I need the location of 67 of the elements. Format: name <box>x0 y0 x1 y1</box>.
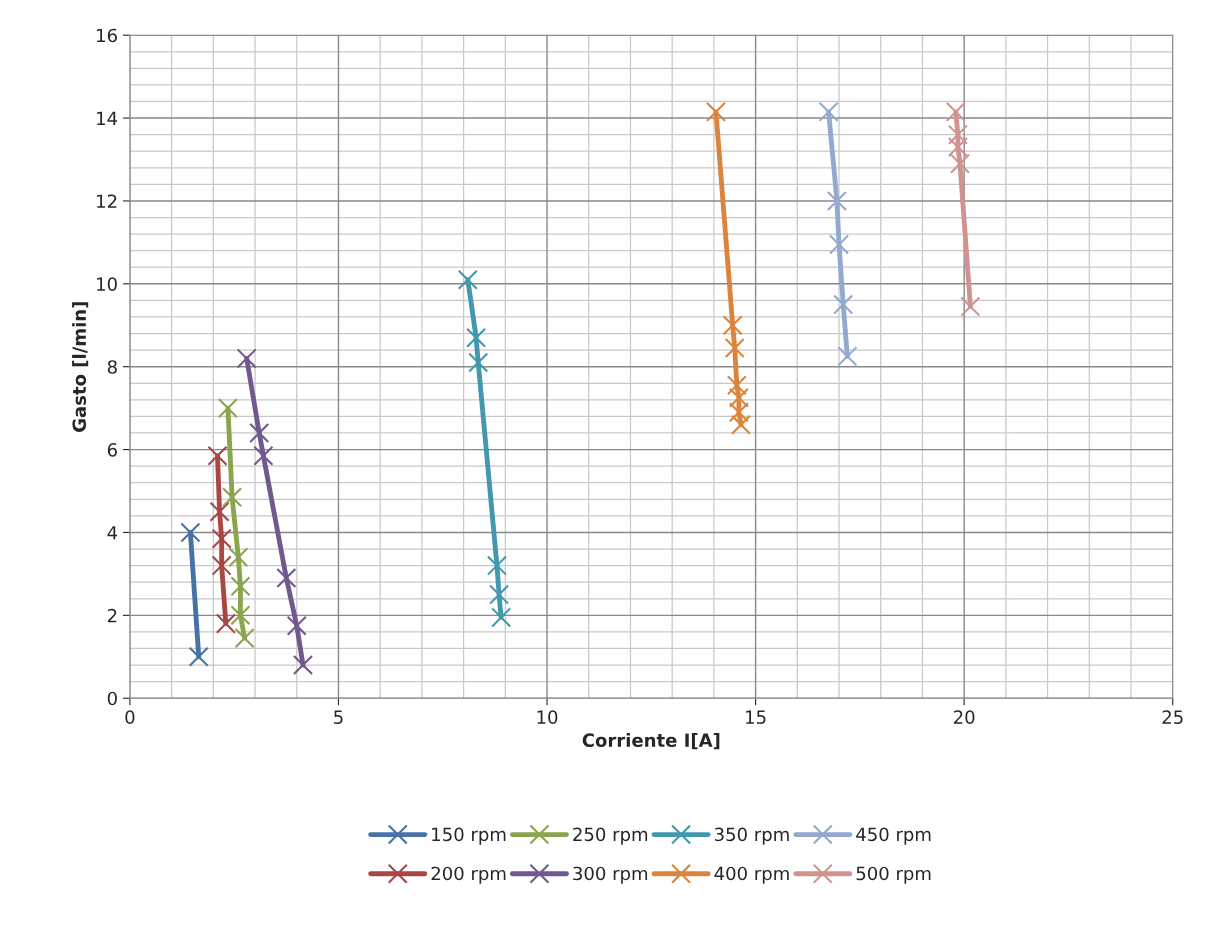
y-tick-label: 2 <box>107 608 117 623</box>
point <box>947 137 968 158</box>
y-tick-label: 8 <box>107 360 117 374</box>
point <box>722 315 743 336</box>
legend-label: 250 rpm <box>573 827 648 845</box>
point <box>730 414 752 435</box>
point <box>491 607 512 628</box>
point <box>228 547 249 568</box>
point <box>236 348 257 369</box>
point <box>217 398 238 419</box>
point <box>466 327 487 348</box>
point <box>209 501 230 522</box>
y-tick-label: 12 <box>97 194 117 208</box>
point <box>726 375 747 396</box>
y-tick-label: 14 <box>97 111 118 125</box>
y-tick-label: 16 <box>97 28 117 43</box>
point <box>488 584 510 605</box>
y-axis-title: Gasto [l/min] <box>72 302 89 432</box>
x-tick-label: 15 <box>746 710 766 724</box>
point <box>945 101 966 122</box>
point <box>249 422 270 444</box>
point <box>837 346 858 367</box>
point <box>292 654 314 676</box>
point <box>180 522 201 543</box>
legend-label: 300 rpm <box>573 866 648 884</box>
point <box>486 555 508 576</box>
point <box>253 445 274 466</box>
x-tick-label: 25 <box>1162 710 1183 724</box>
point <box>215 613 236 634</box>
point <box>230 576 251 597</box>
point <box>826 190 847 212</box>
point <box>230 605 251 626</box>
y-tick-label: 0 <box>107 691 117 706</box>
x-tick-label: 20 <box>953 710 975 724</box>
point <box>728 387 749 408</box>
point <box>818 101 839 122</box>
legend-label: 200 rpm <box>431 866 506 884</box>
legend-label: 500 rpm <box>856 866 931 884</box>
point <box>949 153 971 174</box>
legend-label: 350 rpm <box>714 827 789 845</box>
x-tick-label: 0 <box>125 710 135 724</box>
x-tick-label: 5 <box>334 710 343 724</box>
point <box>222 487 243 508</box>
y-tick-label: 4 <box>107 526 118 540</box>
point <box>705 101 727 122</box>
point <box>276 567 297 589</box>
legend-label: 450 rpm <box>856 827 931 845</box>
point <box>947 124 968 145</box>
point <box>828 234 850 255</box>
point <box>728 402 749 423</box>
point <box>211 555 232 576</box>
point <box>207 445 228 466</box>
legend-label: 400 rpm <box>714 866 789 884</box>
y-tick-label: 6 <box>107 443 117 457</box>
x-axis-title: Corriente I[A] <box>582 733 720 750</box>
legend-label: 150 rpm <box>432 827 506 845</box>
point <box>724 337 745 359</box>
point <box>211 528 232 549</box>
x-tick-label: 10 <box>537 710 558 724</box>
point <box>833 294 854 315</box>
point <box>234 628 255 649</box>
point <box>286 615 307 636</box>
y-tick-label: 10 <box>97 277 117 291</box>
point <box>468 352 489 373</box>
point <box>457 269 478 290</box>
point <box>188 646 209 667</box>
point <box>960 296 981 317</box>
